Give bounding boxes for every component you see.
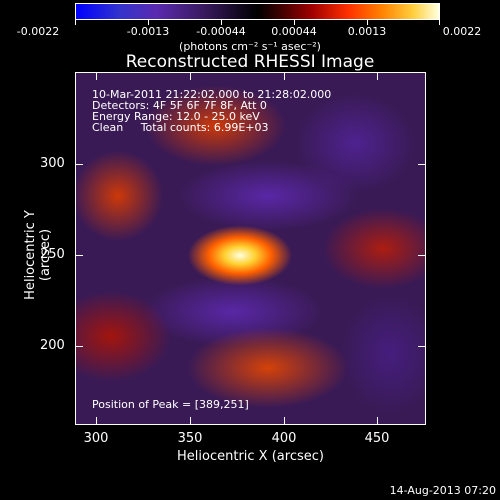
- x-tick: [284, 417, 285, 425]
- x-tick-label: 450: [364, 431, 390, 446]
- y-axis-title: Heliocentric Y (arcsec): [23, 210, 53, 300]
- x-tick: [284, 72, 285, 80]
- info-clean-counts: Clean Total counts: 6.99E+03: [92, 121, 269, 134]
- y-tick: [75, 255, 83, 256]
- colorbar-label: -0.00044: [196, 25, 246, 38]
- rhessi-image-plot: 10-Mar-2011 21:22:02.000 to 21:28:02.000…: [75, 72, 426, 425]
- colorbar-tick: [439, 19, 440, 25]
- colorbar-tick: [75, 19, 76, 25]
- colorbar-label: 0.00044: [271, 25, 317, 38]
- colorbar-tick: [221, 19, 222, 25]
- y-tick: [75, 346, 83, 347]
- info-energy-range: Energy Range: 12.0 - 25.0 keV: [92, 110, 260, 123]
- colorbar-label: 0.0013: [347, 25, 387, 38]
- x-tick-label: 400: [271, 431, 297, 446]
- colorbar: [75, 3, 440, 20]
- x-tick-label: 300: [83, 431, 109, 446]
- info-detectors: Detectors: 4F 5F 6F 7F 8F, Att 0: [92, 99, 267, 112]
- colorbar-tick: [367, 19, 368, 25]
- y-tick-label: 250: [40, 247, 65, 262]
- colorbar-tick: [294, 19, 295, 25]
- x-tick: [96, 417, 97, 425]
- y-tick-label: 300: [40, 156, 65, 171]
- x-tick: [377, 417, 378, 425]
- x-tick: [190, 72, 191, 80]
- x-axis-title: Heliocentric X (arcsec): [177, 449, 324, 464]
- x-tick: [190, 417, 191, 425]
- footer-date: 14-Aug-2013 07:20: [389, 484, 496, 497]
- y-tick-label: 200: [40, 338, 65, 353]
- rhessi-image: [76, 73, 425, 424]
- y-tick: [75, 164, 83, 165]
- colorbar-label: -0.0013: [126, 25, 170, 38]
- y-tick: [418, 164, 426, 165]
- colorbar-tick: [148, 19, 149, 25]
- image-title: Reconstructed RHESSI Image: [125, 52, 375, 72]
- colorbar-units: (photons cm⁻² s⁻¹ asec⁻²): [179, 40, 321, 53]
- x-tick: [377, 72, 378, 80]
- info-time-range: 10-Mar-2011 21:22:02.000 to 21:28:02.000: [92, 88, 332, 101]
- y-tick: [418, 255, 426, 256]
- y-tick: [418, 346, 426, 347]
- peak-position: Position of Peak = [389,251]: [92, 398, 249, 411]
- colorbar-label: -0.0022: [16, 25, 60, 38]
- x-tick: [96, 72, 97, 80]
- x-tick-label: 350: [177, 431, 203, 446]
- colorbar-label: 0.0022: [442, 25, 482, 38]
